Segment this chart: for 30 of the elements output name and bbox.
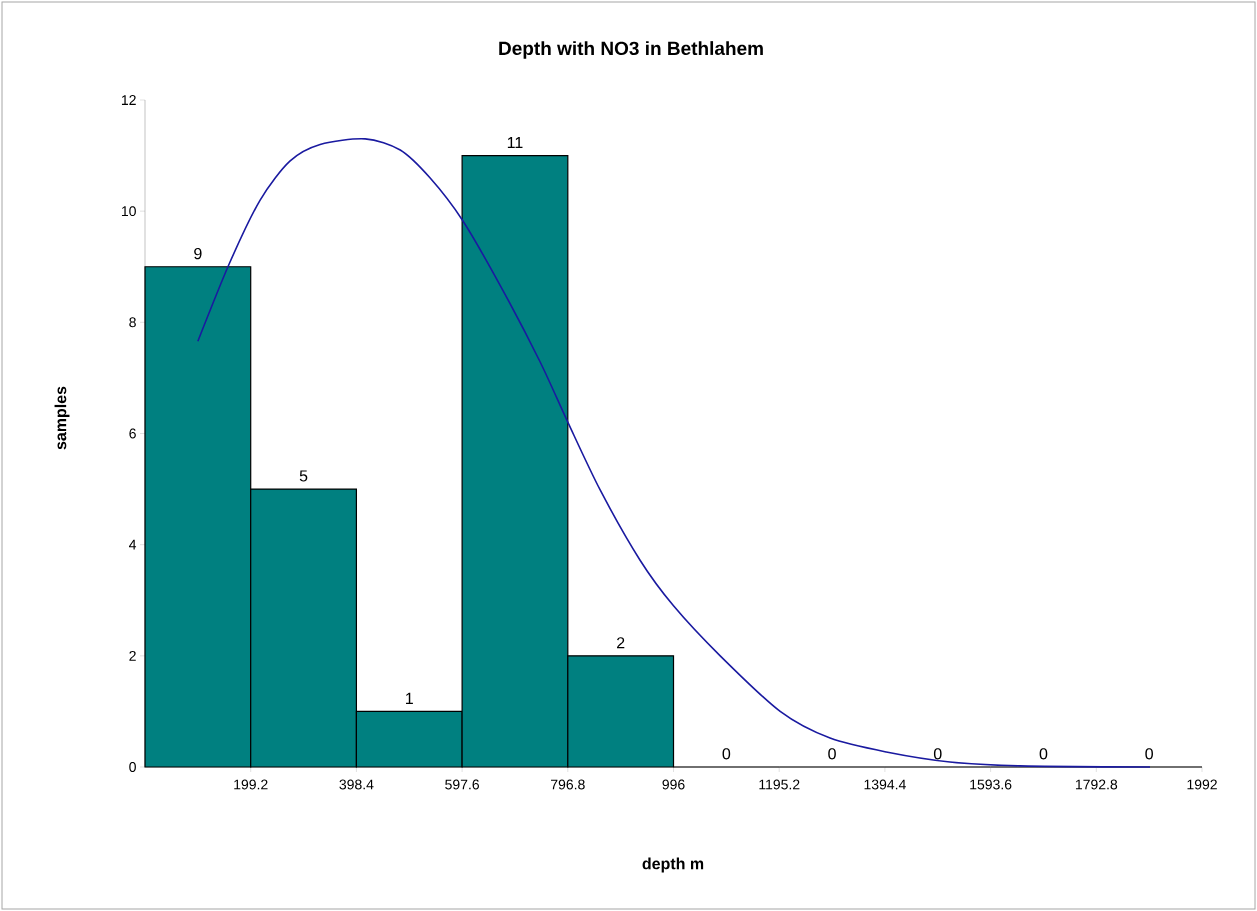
data-label: 0 (933, 748, 942, 760)
data-label: 9 (194, 247, 202, 260)
y-tick-label: 6 (129, 428, 136, 439)
x-tick-label: 199.2 (234, 779, 268, 790)
chart-title: Depth with NO3 in Bethlahem (499, 41, 763, 59)
data-label: 0 (828, 748, 836, 760)
data-label: 5 (299, 470, 308, 482)
x-tick-label: 996 (662, 779, 685, 790)
x-tick-label: 1792.8 (1075, 779, 1118, 790)
x-axis-title: depth m (642, 857, 704, 873)
data-label: 2 (617, 637, 625, 649)
y-tick-label: 8 (129, 317, 136, 328)
y-tick-label: 10 (121, 206, 136, 217)
x-tick-label: 1593.6 (970, 779, 1012, 790)
data-label: 0 (722, 748, 731, 760)
y-tick-label: 2 (129, 650, 136, 661)
x-tick-label: 1195.2 (759, 779, 800, 790)
y-tick-label: 12 (121, 95, 136, 105)
y-tick-label: 0 (129, 762, 136, 772)
data-label: 11 (507, 137, 523, 149)
x-tick-label: 398.4 (339, 779, 374, 790)
data-label: 0 (1039, 748, 1048, 760)
x-tick-label: 1394.4 (864, 779, 906, 790)
x-tick-label: 597.6 (445, 779, 479, 790)
y-tick-label: 4 (129, 539, 137, 550)
data-label: 1 (406, 692, 413, 704)
data-label: 0 (1145, 748, 1153, 760)
y-axis-title: samples (54, 386, 70, 450)
x-tick-label: 1992 (1187, 779, 1217, 790)
x-tick-label: 796.8 (551, 779, 585, 790)
